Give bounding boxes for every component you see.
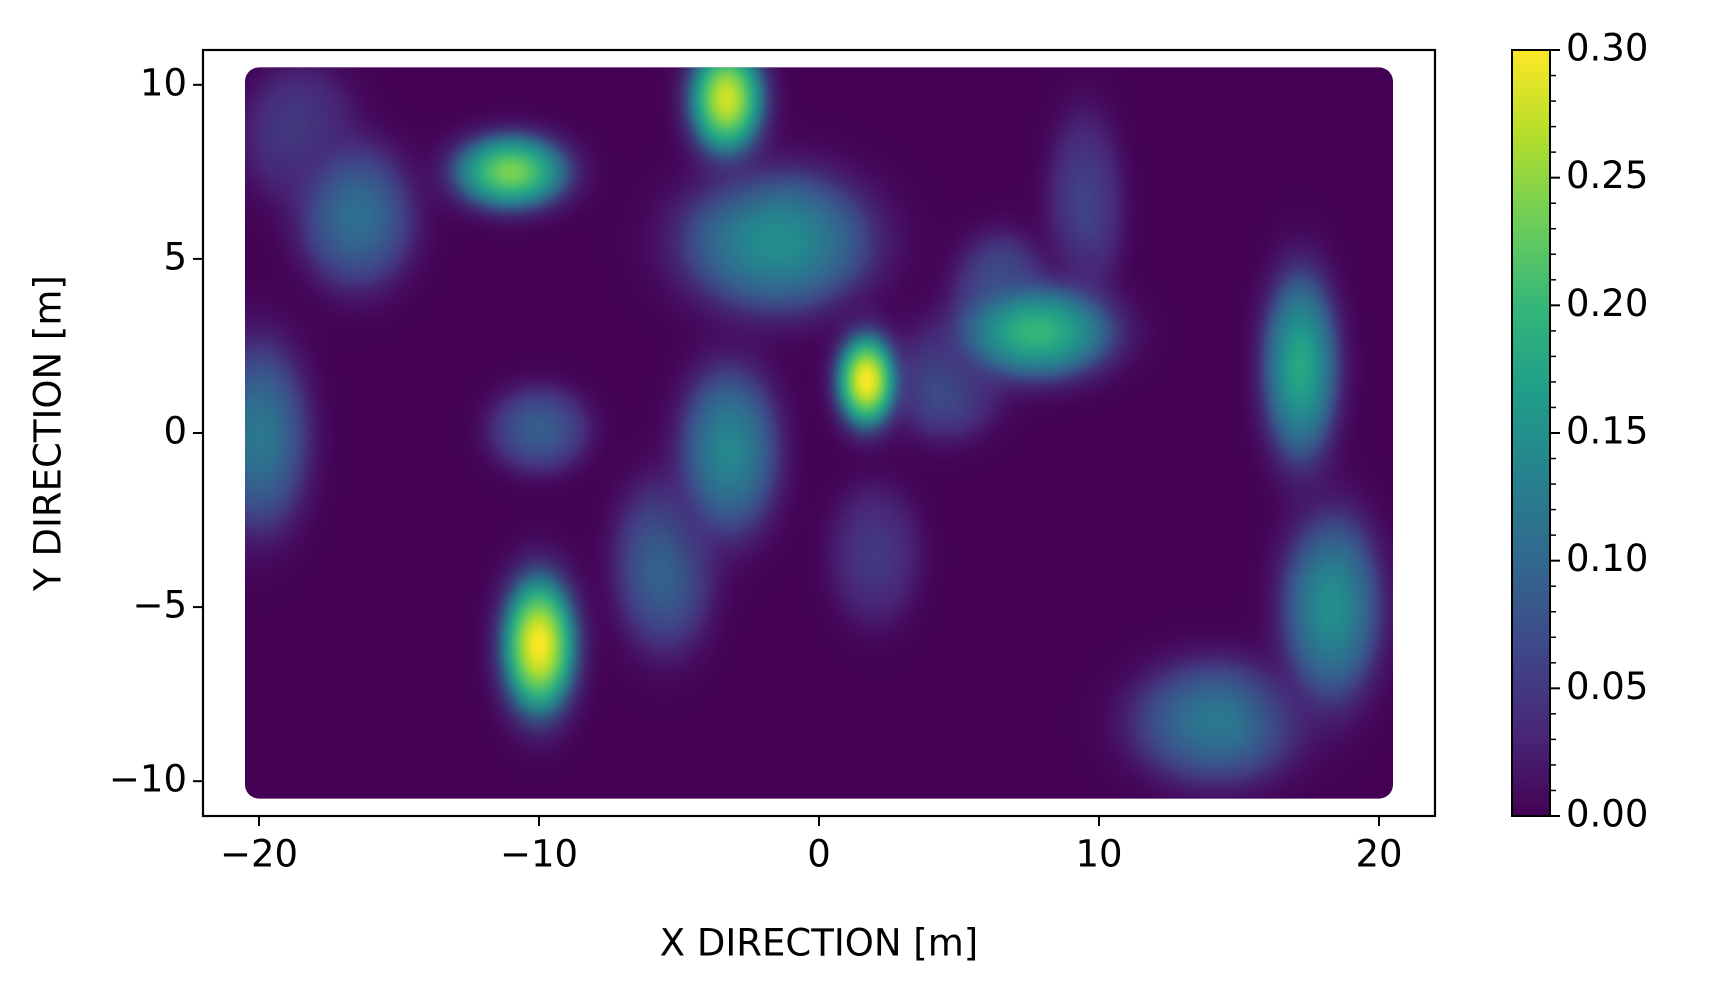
colorbar-tick-label: 0.05 [1566,665,1648,708]
x-tick-label: 10 [1075,833,1122,876]
y-axis-label: Y DIRECTION [m] [27,275,70,592]
colorbar-tick-label: 0.10 [1566,537,1648,580]
x-tick-label: −20 [220,833,298,876]
y-tick-label: 5 [163,235,187,278]
heat-blob [385,88,637,256]
heat-blob [1216,157,1385,576]
colorbar-tick-label: 0.15 [1566,410,1648,453]
x-axis-label: X DIRECTION [m] [660,922,978,965]
y-tick-label: 10 [140,61,187,104]
heat-blob [245,227,369,646]
x-tick-label: 20 [1355,833,1402,876]
heatmap-field [245,67,1393,799]
colorbar [1511,49,1551,817]
heat-blob [642,67,811,225]
heat-blob [455,488,623,799]
x-tick-label: 0 [807,833,831,876]
colorbar-tick-label: 0.00 [1566,793,1648,836]
colorbar-tick-label: 0.25 [1566,154,1648,197]
heat-blob [869,227,1206,437]
y-tick-label: −10 [109,758,187,801]
y-tick-label: 0 [163,410,187,453]
heat-blob [799,276,934,486]
y-tick-label: −5 [132,584,187,627]
x-tick-label: −10 [500,833,578,876]
colorbar-tick-label: 0.20 [1566,282,1648,325]
colorbar-tick-label: 0.30 [1566,27,1648,70]
